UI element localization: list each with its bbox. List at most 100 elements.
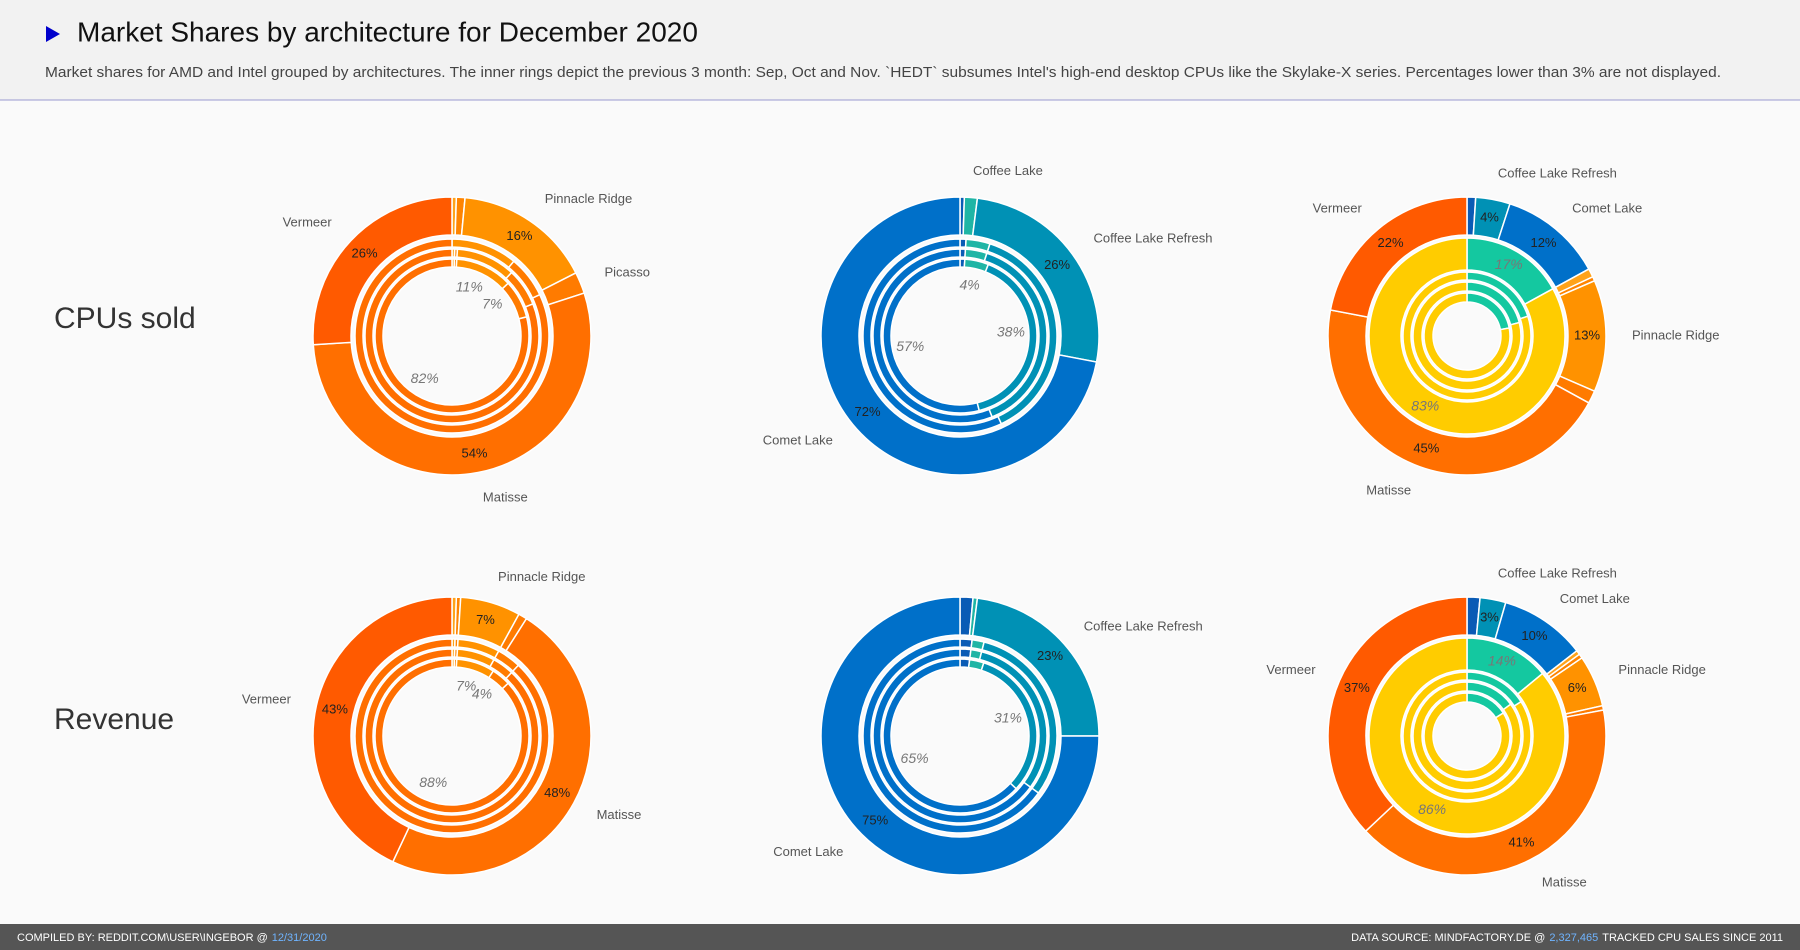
- ring-slice: [1423, 292, 1511, 380]
- ring-slice: [364, 648, 540, 824]
- value-label: 82%: [411, 370, 439, 386]
- footer-count[interactable]: 2,327,465: [1549, 932, 1598, 944]
- category-label: Vermeer: [242, 691, 292, 706]
- category-label: Vermeer: [1313, 200, 1363, 215]
- category-label: Comet Lake: [763, 433, 833, 448]
- category-label: Coffee Lake Refresh: [1084, 618, 1203, 633]
- ring-slice: [862, 638, 1040, 834]
- value-label: 88%: [419, 774, 447, 790]
- row-label: CPUs sold: [54, 302, 196, 335]
- footer-date[interactable]: 12/31/2020: [272, 932, 327, 944]
- ring-slice: [1402, 671, 1532, 801]
- footer-source: DATA SOURCE: MINDFACTORY.DE @: [1351, 932, 1545, 944]
- value-label: 14%: [1488, 653, 1516, 669]
- footer-left: COMPILED BY: REDDIT.COM\USER\INGEBOR @ 12…: [17, 932, 327, 944]
- ring-slice: [862, 238, 1003, 434]
- value-label: 75%: [862, 812, 888, 827]
- category-label: Matisse: [1542, 874, 1587, 889]
- ring-slice: [882, 658, 1018, 814]
- value-label: 41%: [1508, 834, 1534, 849]
- value-label: 11%: [456, 279, 483, 295]
- value-label: 65%: [901, 750, 929, 766]
- header-bg: [0, 0, 1800, 100]
- ring-slice: [312, 292, 592, 476]
- category-label: Coffee Lake Refresh: [1093, 230, 1212, 245]
- value-label: 54%: [461, 445, 487, 460]
- value-label: 26%: [1044, 257, 1070, 272]
- category-label: Matisse: [1366, 483, 1411, 498]
- value-label: 6%: [1568, 680, 1587, 695]
- category-label: Pinnacle Ridge: [1618, 662, 1705, 677]
- ring-slice: [354, 638, 550, 834]
- ring-slice: [1423, 692, 1511, 780]
- category-label: Comet Lake: [1572, 200, 1642, 215]
- ring-slice: [872, 648, 1032, 824]
- value-label: 31%: [994, 709, 1022, 725]
- category-label: Comet Lake: [1560, 591, 1630, 606]
- row-label: Revenue: [54, 703, 174, 736]
- value-label: 86%: [1418, 801, 1446, 817]
- ring-slice: [364, 248, 540, 424]
- ring-slice: [872, 248, 994, 424]
- value-label: 17%: [1495, 256, 1523, 272]
- value-label: 10%: [1521, 628, 1547, 643]
- value-label: 7%: [476, 612, 495, 627]
- value-label: 4%: [1480, 210, 1499, 225]
- ring-slice: [1327, 309, 1590, 476]
- value-label: 12%: [1530, 235, 1556, 250]
- category-label: Pinnacle Ridge: [498, 569, 585, 584]
- page-subtitle: Market shares for AMD and Intel grouped …: [45, 64, 1721, 81]
- ring-slice: [1364, 709, 1607, 876]
- category-label: Vermeer: [283, 214, 333, 229]
- category-label: Picasso: [604, 264, 650, 279]
- value-label: 4%: [472, 685, 492, 701]
- ring-slice: [820, 196, 1098, 476]
- ring-slice: [882, 258, 981, 414]
- category-label: Coffee Lake: [973, 163, 1043, 178]
- ring-slice: [374, 258, 530, 414]
- category-label: Matisse: [597, 807, 642, 822]
- ring-slice: [1368, 237, 1566, 435]
- ring-slice: [1412, 681, 1522, 791]
- page-title: Market Shares by architecture for Decemb…: [77, 16, 698, 47]
- category-label: Pinnacle Ridge: [1632, 327, 1719, 342]
- footer-suffix: TRACKED CPU SALES SINCE 2011: [1602, 932, 1783, 944]
- category-label: Coffee Lake Refresh: [1498, 165, 1617, 180]
- value-label: 3%: [1480, 610, 1499, 625]
- ring-slice: [1402, 271, 1532, 401]
- value-label: 43%: [322, 701, 348, 716]
- category-label: Vermeer: [1266, 662, 1316, 677]
- value-label: 38%: [997, 324, 1025, 340]
- value-label: 22%: [1377, 235, 1403, 250]
- value-label: 13%: [1574, 327, 1600, 342]
- ring-slice: [1329, 196, 1468, 318]
- footer-right: DATA SOURCE: MINDFACTORY.DE @ 2,327,465 TR…: [1351, 932, 1783, 944]
- value-label: 72%: [855, 404, 881, 419]
- ring-slice: [959, 638, 973, 649]
- ring-slice: [1368, 637, 1566, 835]
- value-label: 26%: [352, 245, 378, 260]
- category-label: Comet Lake: [773, 844, 843, 859]
- ring-slice: [374, 658, 530, 814]
- value-label: 16%: [506, 228, 532, 243]
- ring-slice: [1412, 281, 1522, 391]
- category-label: Matisse: [483, 490, 528, 505]
- value-label: 45%: [1413, 440, 1439, 455]
- value-label: 7%: [456, 678, 476, 694]
- value-label: 23%: [1037, 648, 1063, 663]
- header-marker: [46, 26, 60, 42]
- ring-slice: [312, 596, 453, 863]
- value-label: 83%: [1411, 397, 1439, 413]
- value-label: 48%: [544, 785, 570, 800]
- ring-slice: [354, 238, 550, 434]
- ring-slice: [391, 617, 592, 876]
- ring-slice: [312, 196, 453, 346]
- ring-slice: [820, 596, 1100, 876]
- footer-bg: [0, 924, 1800, 950]
- category-label: Coffee Lake Refresh: [1498, 565, 1617, 580]
- value-label: 57%: [896, 338, 924, 354]
- category-label: Pinnacle Ridge: [545, 191, 632, 206]
- value-label: 7%: [482, 295, 502, 311]
